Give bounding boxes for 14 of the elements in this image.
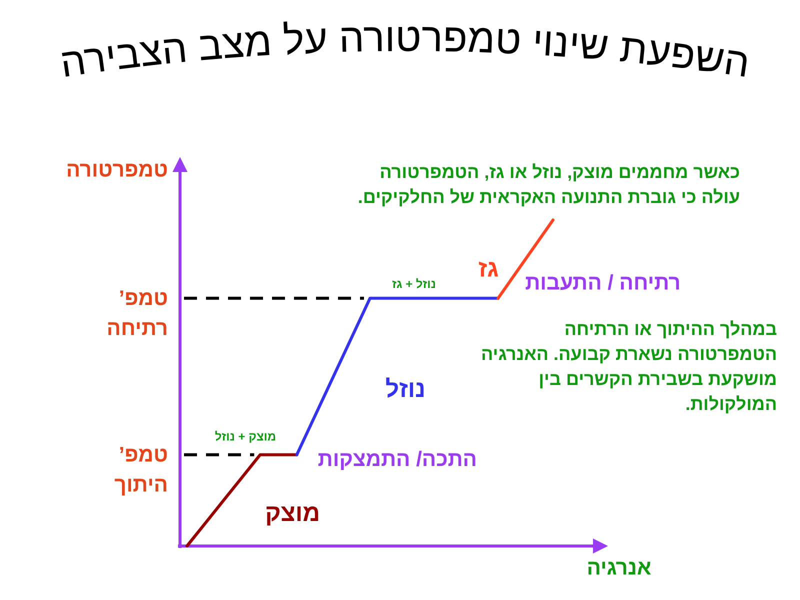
series-label: גז [478,256,499,283]
annotation: מוצק + נוזל [214,430,276,444]
chart-title: השפעת שינוי טמפרטורה על מצב הצבירה [57,16,753,86]
annotation: במהלך ההיתוך או הרתיחה הטמפרטורה נשארת קבועה. האנרגיה מושקעת בשבירת הקשרים בין המולקולות. [480,319,777,414]
series-label: מוצק [265,500,320,527]
x-axis-title: אנרגיה [586,556,652,580]
series-label: נוזל [385,376,426,403]
text: טמפ’ היתוך [114,444,168,497]
annotation: נוזל + גז [392,277,436,292]
text: כאשר מחממים מוצק, נוזל או גז, הטמפרטורה עולה כי גוברת התנועה האקראית של החלקיקים. [358,162,740,207]
annotation: התכה/ התמצקות [318,448,477,472]
y-axis-title: טמפרטורה [66,158,168,182]
annotation: רתיחה / התעבות [525,272,681,295]
text: טמפ’ רתיחה [106,287,168,340]
